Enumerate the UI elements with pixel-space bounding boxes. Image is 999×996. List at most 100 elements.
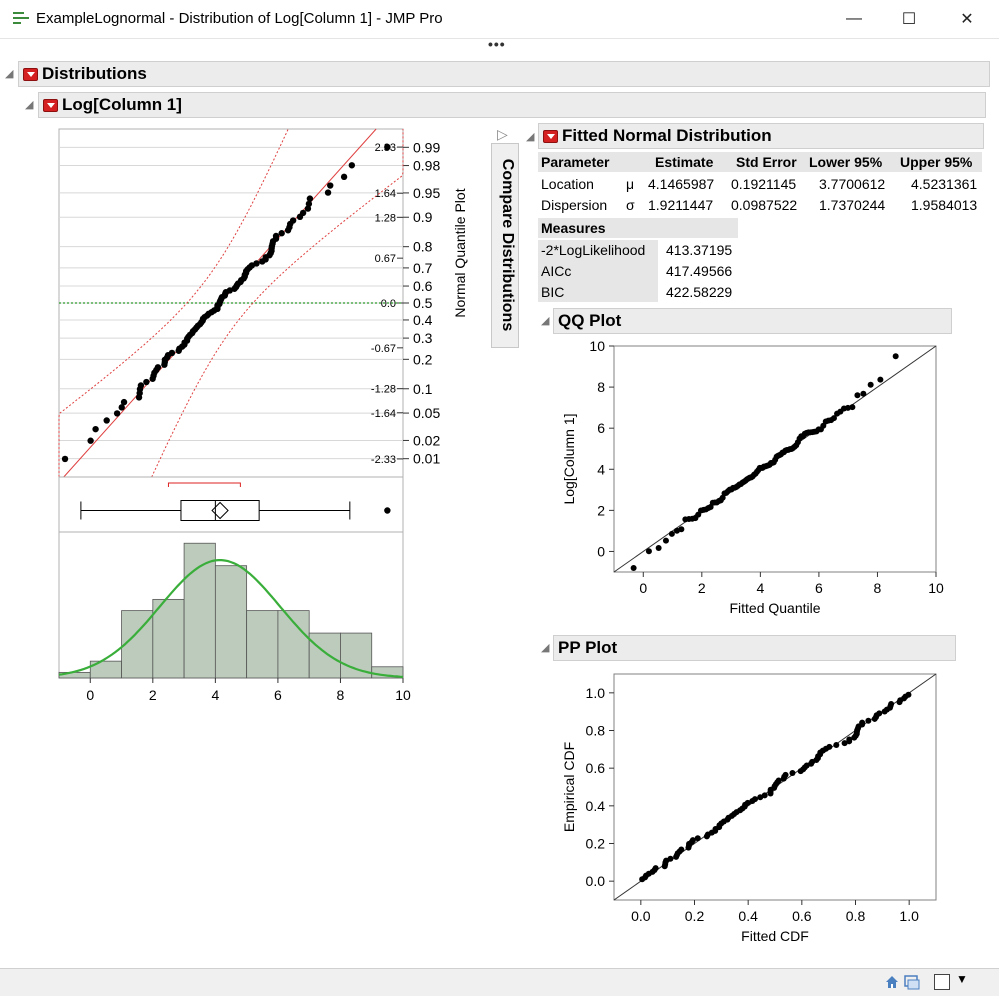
dropdown-arrow-icon[interactable]: ▼: [956, 972, 968, 986]
z-tick-label: -1.64: [371, 408, 396, 420]
prob-tick-label: 0.98: [413, 158, 440, 174]
data-point: [143, 378, 150, 386]
table-cell: 3.7700612: [819, 176, 886, 192]
minimize-button[interactable]: —: [831, 0, 877, 38]
data-point: [305, 200, 313, 208]
y-tick-label: 0.8: [586, 723, 606, 739]
data-point: [751, 796, 758, 803]
x-tick-label: 0.0: [631, 908, 651, 924]
data-point: [668, 530, 675, 537]
prob-tick-label: 0.95: [413, 185, 440, 201]
prob-tick-label: 0.7: [413, 260, 433, 276]
prob-tick-label: 0.4: [413, 312, 433, 328]
data-point: [844, 404, 851, 411]
x-tick-label: 10: [928, 580, 944, 596]
data-point: [662, 537, 669, 544]
data-point: [61, 455, 69, 463]
disclosure-triangle-icon[interactable]: ◢: [526, 131, 535, 143]
histogram-bar: [340, 632, 373, 679]
prob-tick-label: 0.3: [413, 330, 433, 346]
data-point: [888, 701, 895, 708]
close-icon: ✕: [960, 11, 974, 28]
y-axis-label: Empirical CDF: [561, 742, 577, 832]
close-button[interactable]: ✕: [944, 0, 990, 38]
x-tick-label: 2: [698, 580, 706, 596]
x-tick-label: 0.2: [685, 908, 705, 924]
maximize-button[interactable]: ☐: [886, 0, 932, 38]
data-point: [789, 770, 796, 777]
data-point: [113, 410, 121, 417]
data-point: [87, 437, 94, 444]
data-point: [327, 182, 334, 189]
y-axis-label: Log[Column 1]: [561, 413, 577, 504]
red-triangle-menu-icon[interactable]: [43, 98, 58, 112]
data-point: [384, 143, 391, 151]
distribution-plots: 0.99 0.98 0.95 0.9 0.8 0.7 0.60.50.4 0.3 0.2 0.1 0…: [58, 128, 468, 700]
red-triangle-menu-icon[interactable]: [543, 129, 558, 143]
table-cell: 0.0987522: [731, 197, 798, 213]
col-header-measures: Measures: [541, 220, 606, 236]
x-tick-label: 6: [274, 687, 282, 700]
table-cell: 0.1921145: [731, 176, 797, 192]
shortest-half-bracket: [167, 482, 241, 487]
z-tick-label: -2.33: [371, 454, 396, 466]
home-icon[interactable]: [884, 974, 900, 990]
data-point: [324, 189, 332, 196]
x-tick-label: 0.6: [792, 908, 812, 924]
data-point: [306, 195, 314, 202]
table-cell: BIC: [541, 284, 565, 300]
disclosure-triangle-icon[interactable]: ◢: [5, 68, 14, 80]
data-point: [168, 349, 176, 357]
data-point: [865, 717, 872, 724]
z-tick-label: 1.28: [375, 212, 396, 224]
data-point: [289, 217, 297, 224]
data-point: [849, 404, 856, 411]
data-point: [846, 736, 853, 743]
x-tick-label: 0.8: [846, 908, 866, 924]
histogram-bar: [246, 610, 279, 679]
title-bar: ExampleLognormal - Distribution of Log[C…: [0, 0, 999, 39]
histogram-bar: [214, 565, 248, 679]
qq-plot-title: QQ Plot: [558, 311, 622, 330]
normal-density-curve: [58, 559, 404, 678]
iqr-box: [180, 500, 260, 521]
data-point: [118, 404, 125, 411]
prob-tick-label: 0.02: [413, 432, 440, 448]
histogram-bar: [152, 598, 185, 679]
data-point: [877, 376, 884, 383]
prob-tick-label: 0.6: [413, 278, 433, 294]
more-options-icon[interactable]: •••: [488, 36, 506, 52]
prob-tick-label: 0.05: [413, 405, 440, 421]
window-list-icon[interactable]: [904, 974, 920, 990]
table-cell: Dispersion: [541, 197, 608, 213]
data-point: [892, 353, 899, 360]
checkbox-icon[interactable]: [934, 974, 950, 990]
data-point: [826, 743, 833, 750]
disclosure-triangle-icon[interactable]: ◢: [541, 315, 550, 327]
confidence-band-lower: [151, 129, 404, 478]
data-point: [667, 855, 674, 862]
z-tick-label: -1.28: [371, 384, 396, 396]
data-point: [830, 415, 837, 422]
pp-plot-header: PP Plot: [553, 635, 956, 661]
disclosure-triangle-icon[interactable]: ◢: [25, 99, 34, 111]
y-tick-label: 0.4: [586, 798, 606, 814]
fitted-normal-title: Fitted Normal Distribution: [562, 126, 772, 145]
data-point: [120, 398, 128, 406]
variable-header: Log[Column 1]: [38, 92, 986, 118]
window-title: ExampleLognormal - Distribution of Log[C…: [36, 10, 443, 27]
data-point: [761, 792, 768, 799]
data-point: [278, 230, 285, 237]
disclosure-triangle-icon[interactable]: ◢: [541, 642, 550, 654]
parameter-table: Parameter Estimate Std Error Lower 95% U…: [538, 152, 984, 218]
red-triangle-menu-icon[interactable]: [23, 67, 38, 81]
x-tick-label: 0: [639, 580, 647, 596]
y-tick-label: 1.0: [586, 685, 606, 701]
prob-tick-label: 0.9: [413, 209, 433, 225]
y-tick-label: 4: [597, 461, 605, 477]
status-bar: ▼: [0, 968, 999, 996]
data-point: [272, 232, 280, 240]
compare-disclosure-icon[interactable]: ▷: [497, 126, 508, 142]
compare-distributions-tab[interactable]: Compare Distributions: [491, 143, 519, 348]
prob-tick-label: 0.01: [413, 451, 440, 467]
